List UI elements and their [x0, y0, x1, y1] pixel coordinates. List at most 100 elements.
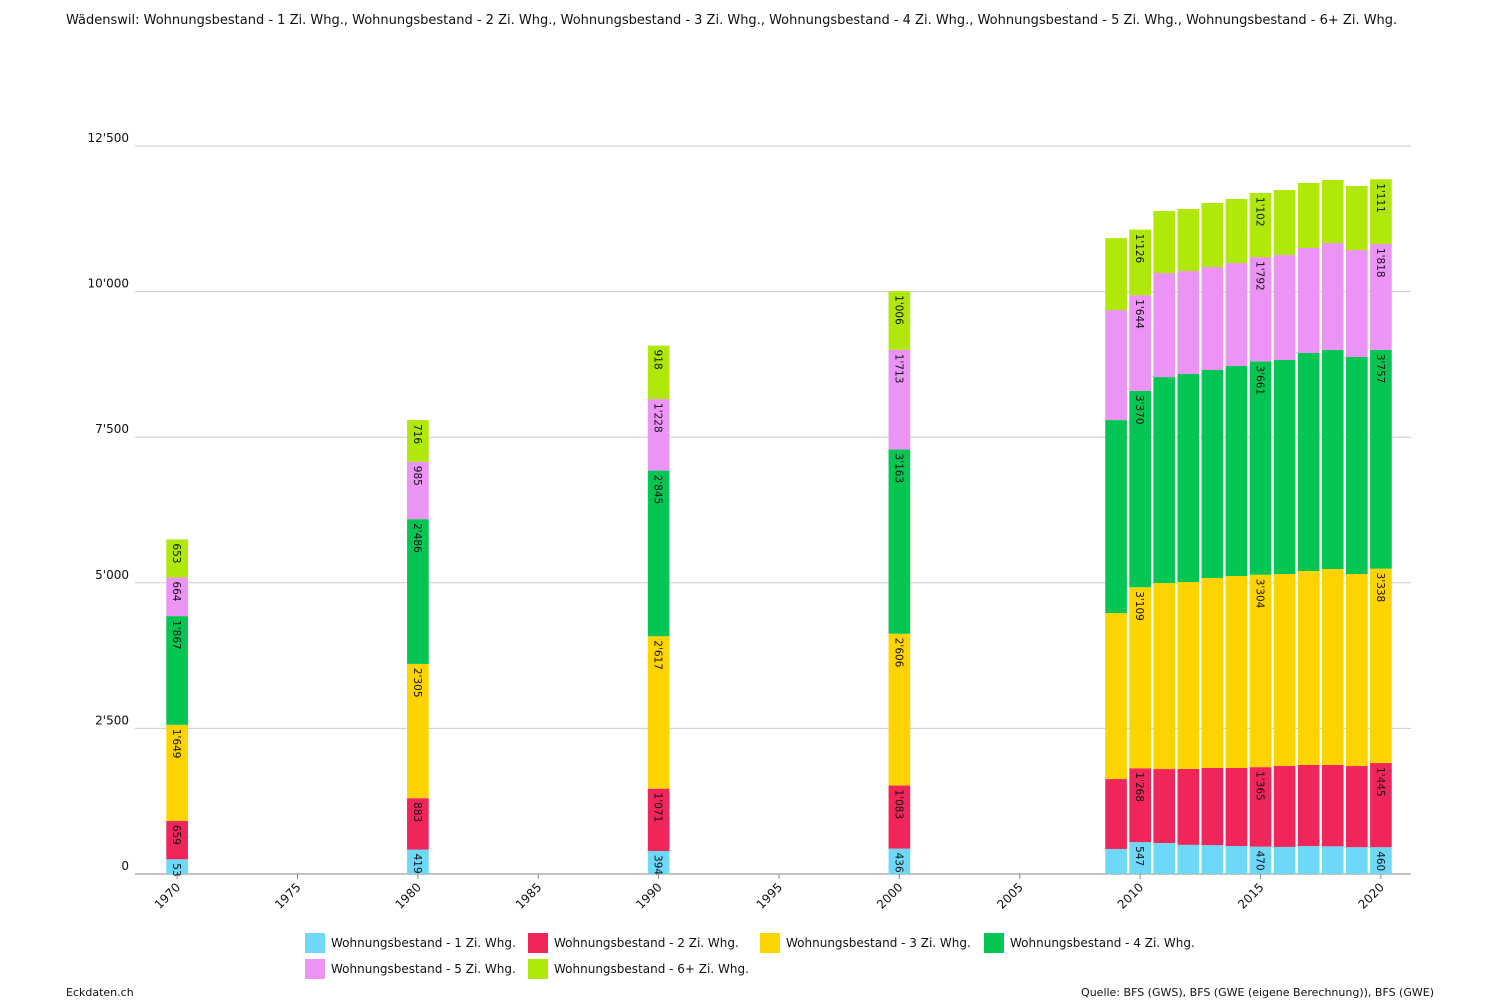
bar-segment	[1321, 350, 1344, 569]
bar-segment	[1297, 846, 1320, 874]
value-label: 2'486	[411, 523, 423, 553]
bar-segment	[1345, 186, 1368, 251]
bar-segment	[1177, 270, 1200, 375]
value-label: 3'338	[1374, 573, 1386, 603]
bar-segment	[1249, 257, 1272, 362]
bar-segment	[888, 349, 911, 450]
bar-segment	[407, 519, 429, 664]
bar-segment	[166, 577, 188, 617]
x-tick-label: 1980	[393, 880, 424, 911]
bar-segment	[1201, 578, 1224, 769]
value-label: 985	[411, 466, 423, 486]
bar-segment	[1129, 768, 1151, 843]
bar-segment	[1129, 390, 1151, 588]
y-tick-label: 12'500	[88, 131, 129, 145]
bar-segment	[1297, 764, 1320, 847]
value-label: 2'606	[892, 638, 904, 668]
legend-label: Wohnungsbestand - 6+ Zi. Whg.	[554, 962, 749, 976]
bar-segment	[1297, 182, 1320, 248]
bar-segment	[1129, 295, 1151, 391]
bar-segment	[1201, 267, 1224, 370]
bar-segment	[1129, 587, 1151, 769]
bar-segment	[1153, 843, 1176, 874]
value-label: 716	[411, 424, 423, 444]
value-label: 1'083	[892, 790, 904, 820]
legend-label: Wohnungsbestand - 2 Zi. Whg.	[554, 936, 739, 950]
legend-swatch	[305, 933, 325, 953]
value-label: 1'102	[1254, 197, 1266, 227]
value-label: 3'370	[1133, 395, 1145, 425]
x-tick-label: 1990	[633, 880, 664, 911]
bar-segment	[1345, 250, 1368, 358]
bar-segment	[1321, 568, 1344, 765]
value-label: 1'713	[892, 354, 904, 384]
value-label: 436	[892, 853, 904, 873]
value-label: 918	[652, 350, 664, 370]
value-label: 1'818	[1374, 248, 1386, 278]
bar-segment	[1345, 574, 1368, 767]
bar-segment	[1345, 847, 1368, 874]
bar-segment	[888, 449, 911, 634]
bar-segment	[166, 820, 188, 860]
bar-segment	[1225, 846, 1248, 874]
bar-segment	[1105, 848, 1127, 874]
bar-segment	[166, 616, 188, 725]
bar-segment	[1297, 352, 1320, 571]
bar-segment	[1321, 846, 1344, 874]
bar-segment	[1153, 583, 1176, 770]
legend-label: Wohnungsbestand - 1 Zi. Whg.	[331, 936, 516, 950]
bar-segment	[1201, 845, 1224, 874]
y-tick-label: 0	[121, 859, 129, 873]
value-label: 1'006	[892, 295, 904, 325]
x-tick-label: 1985	[513, 880, 544, 911]
bar-segment	[888, 848, 911, 874]
legend-label: Wohnungsbestand - 3 Zi. Whg.	[786, 936, 971, 950]
legend-swatch	[528, 959, 548, 979]
bar-segment	[1225, 198, 1248, 264]
bar-segment	[407, 849, 429, 874]
legend-swatch	[984, 933, 1004, 953]
bar-segment	[407, 798, 429, 850]
legend-swatch	[760, 933, 780, 953]
bar-segment	[1153, 377, 1176, 584]
bar-segment	[166, 724, 188, 821]
bar-segment	[166, 859, 188, 874]
bar-segment	[1153, 273, 1176, 378]
bar-segment	[1370, 349, 1392, 569]
value-label: 547	[1133, 846, 1145, 866]
value-label: 2'617	[652, 640, 664, 670]
x-tick-label: 2000	[874, 880, 905, 911]
value-label: 394	[652, 855, 664, 875]
value-label: 653	[170, 543, 182, 563]
value-label: 1'792	[1254, 261, 1266, 291]
bar-segment	[647, 788, 670, 852]
x-tick-label: 2005	[994, 880, 1025, 911]
bar-segment	[1249, 192, 1272, 258]
bar-segment	[1273, 254, 1296, 360]
bar-segment	[1129, 842, 1151, 874]
x-tick-label: 1970	[152, 880, 183, 911]
chart-title: Wädenswil: Wohnungsbestand - 1 Zi. Whg.,…	[66, 13, 1397, 28]
value-label: 883	[411, 802, 423, 822]
bar-segment	[1370, 179, 1392, 244]
bar-segment	[1177, 209, 1200, 271]
bar-segment	[1177, 844, 1200, 874]
bar-segment	[647, 345, 670, 400]
legend-label: Wohnungsbestand - 5 Zi. Whg.	[331, 962, 516, 976]
bar-segment	[888, 633, 911, 786]
bar-segment	[888, 291, 911, 350]
bar-segment	[1321, 180, 1344, 244]
value-label: 1'365	[1254, 771, 1266, 801]
bar-segment	[1345, 357, 1368, 575]
bar-segment	[1225, 366, 1248, 576]
bar-segment	[1105, 779, 1127, 849]
value-label: 1'126	[1133, 234, 1145, 264]
bar-segment	[407, 461, 429, 520]
value-label: 419	[411, 854, 423, 874]
value-label: 1'644	[1133, 299, 1145, 329]
y-tick-label: 10'000	[88, 277, 129, 291]
value-label: 1'111	[1374, 183, 1386, 213]
bar-segment	[1105, 420, 1127, 614]
bar-segment	[1177, 581, 1200, 769]
bar-segment	[1297, 247, 1320, 353]
